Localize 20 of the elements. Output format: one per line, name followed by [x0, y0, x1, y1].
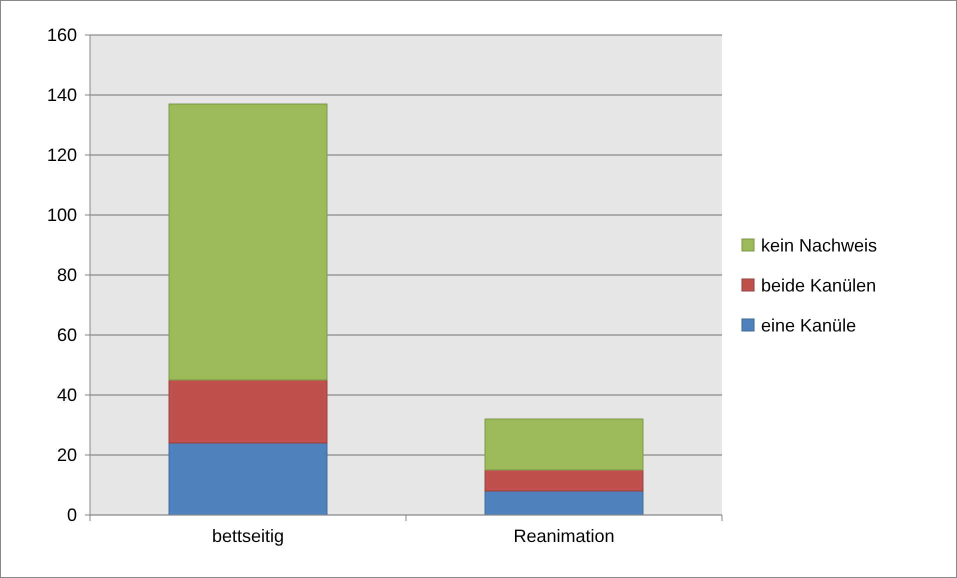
y-tick-label: 100 — [46, 204, 77, 225]
y-tick-label: 140 — [46, 84, 77, 105]
y-tick-label: 20 — [56, 444, 77, 465]
legend-label: beide Kanülen — [761, 275, 876, 296]
bar — [168, 442, 328, 516]
bar — [484, 490, 644, 516]
bar — [484, 470, 644, 492]
y-tick-label: 160 — [46, 24, 77, 45]
bar — [168, 380, 328, 444]
y-tick-label: 80 — [56, 264, 77, 285]
y-tick-label: 40 — [56, 384, 77, 405]
y-tick-label: 0 — [66, 504, 77, 525]
x-tick-label: Reanimation — [513, 526, 615, 546]
bar — [168, 104, 328, 380]
y-tick-label: 60 — [56, 324, 77, 345]
legend-label: kein Nachweis — [761, 235, 878, 256]
bar — [484, 418, 644, 470]
x-tick-label: bettseitig — [212, 526, 284, 546]
legend-label: eine Kanüle — [761, 315, 856, 336]
y-tick-label: 120 — [46, 144, 77, 165]
